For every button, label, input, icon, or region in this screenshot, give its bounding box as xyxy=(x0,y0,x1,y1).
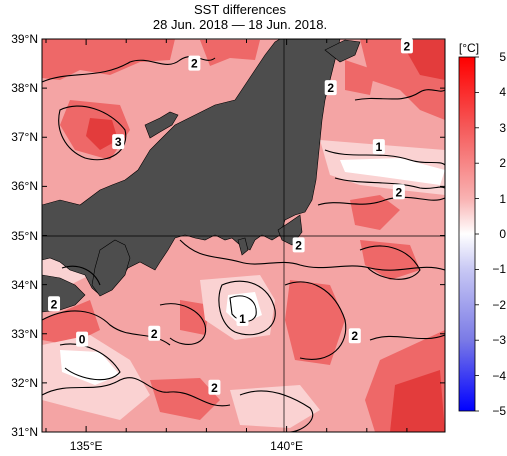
map-subtitle: 28 Jun. 2018 — 18 Jun. 2018. xyxy=(152,17,328,32)
contour-label: 2 xyxy=(151,327,158,341)
contour-label-bg xyxy=(208,379,221,395)
contour-label-layer: 2 2 2 3 1 2 2 2 1 2 2 0 2 xyxy=(48,38,413,395)
latitude-label: 35°N xyxy=(11,228,38,243)
contour-label-bg xyxy=(400,38,413,54)
colorbar-tick-label: −3 xyxy=(492,333,506,348)
contour-label: 2 xyxy=(295,238,302,252)
noto-peninsula xyxy=(144,111,179,139)
longitude-label: 135°E xyxy=(69,439,103,453)
contour-lines xyxy=(42,56,445,432)
contour-label-bg xyxy=(112,134,125,150)
latitude-label: 32°N xyxy=(11,375,38,390)
contour-label: 2 xyxy=(51,297,58,311)
contour-label: 2 xyxy=(327,81,334,95)
sado-island xyxy=(324,39,361,63)
contour-label-bg xyxy=(148,325,161,341)
colorbar-tick-label: 3 xyxy=(499,120,506,135)
contour-label-bg xyxy=(292,237,305,253)
contour-label-bg xyxy=(76,331,89,347)
contour-label-bg xyxy=(348,328,361,344)
contour-label-bg xyxy=(48,296,61,312)
near-zero-patches xyxy=(60,158,445,385)
contour-label-bg xyxy=(372,139,385,155)
colorbar-tick-label: 0 xyxy=(499,227,506,241)
colorbar-tick-label: −2 xyxy=(492,297,506,312)
contour-label: 1 xyxy=(375,140,382,154)
latitude-label: 36°N xyxy=(11,179,38,194)
contour-label: 3 xyxy=(115,135,122,149)
colorbar xyxy=(458,56,476,412)
latitude-label: 38°N xyxy=(11,81,38,96)
contour-label: 0 xyxy=(79,333,86,347)
latitude-label: 39°N xyxy=(11,32,38,46)
contour-label: 1 xyxy=(239,312,246,326)
axis-ticks xyxy=(42,38,445,433)
contour-label-bg xyxy=(324,80,337,96)
map-title: SST differences xyxy=(193,2,286,17)
colorbar-unit: [°C] xyxy=(458,41,480,55)
contour-label-bg xyxy=(236,311,249,327)
latitude-label: 31°N xyxy=(11,425,38,439)
colorbar-tick-label: 1 xyxy=(499,191,506,206)
colorbar-tick-label: 4 xyxy=(499,85,506,100)
contour-label: 2 xyxy=(211,381,218,395)
izu-peninsula xyxy=(237,237,249,256)
colorbar-tick-label: −5 xyxy=(492,404,506,418)
longitude-label: 140°E xyxy=(270,439,303,453)
contour-label-bg xyxy=(392,184,405,200)
contour-label-bg xyxy=(188,55,201,71)
colorbar-tick-label: −4 xyxy=(492,368,506,383)
latitude-label: 33°N xyxy=(11,326,38,341)
graticule xyxy=(42,39,445,432)
contour-label: 2 xyxy=(351,329,358,343)
contour-label: 2 xyxy=(404,39,411,53)
latitude-label: 37°N xyxy=(11,130,38,145)
colorbar-ticks xyxy=(475,56,479,412)
colorbar-tick-label: 2 xyxy=(499,156,506,171)
contour-label: 2 xyxy=(191,57,198,71)
contour-label: 2 xyxy=(396,185,403,199)
latitude-label: 34°N xyxy=(11,277,38,292)
colorbar-tick-label: 5 xyxy=(499,50,506,64)
colorbar-tick-label: −1 xyxy=(492,262,506,277)
kii-peninsula xyxy=(91,239,131,297)
